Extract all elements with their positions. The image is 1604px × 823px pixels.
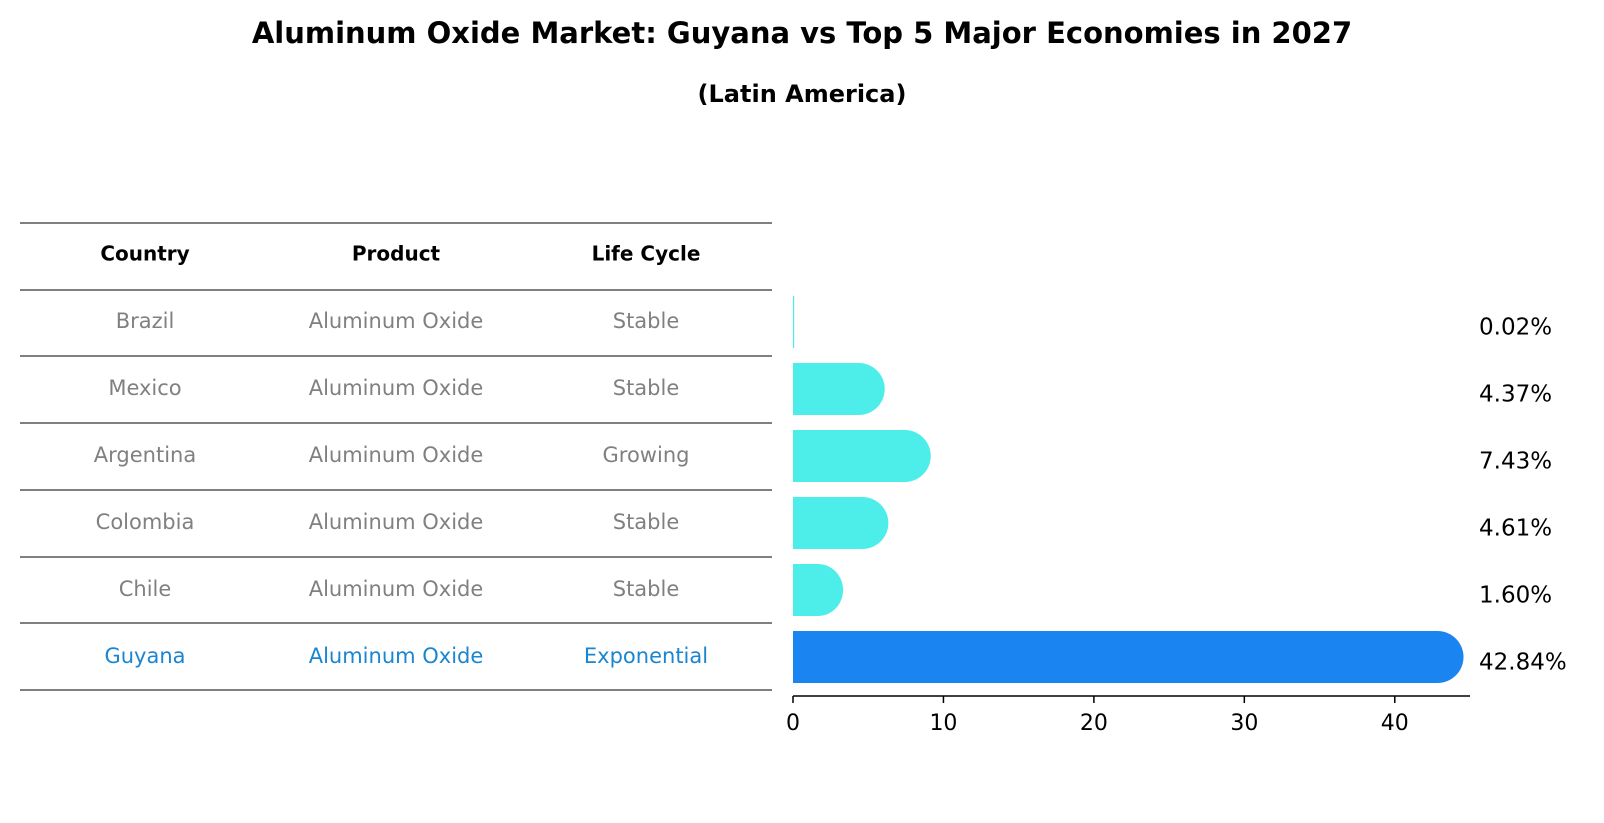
table-header-product: Product: [352, 242, 441, 266]
table-cell-country: Mexico: [108, 376, 181, 400]
chart-subtitle: (Latin America): [697, 80, 907, 108]
x-tick-label: 10: [929, 711, 957, 736]
bar-left-cap-colombia: [793, 497, 819, 549]
table-cell-life-cycle: Stable: [613, 376, 680, 400]
table-cell-country: Guyana: [104, 644, 185, 668]
x-tick-label: 0: [786, 711, 800, 736]
table-cell-country: Chile: [119, 577, 172, 601]
bar-left-cap-mexico: [793, 363, 819, 415]
table-cell-product: Aluminum Oxide: [309, 376, 484, 400]
table-cell-country: Colombia: [96, 510, 195, 534]
bar-argentina: [793, 430, 931, 482]
bar-left-cap-chile: [793, 564, 819, 616]
x-tick-label: 20: [1080, 711, 1108, 736]
table-header-life-cycle: Life Cycle: [592, 242, 701, 266]
bar-left-cap-argentina: [793, 430, 819, 482]
x-tick-label: 30: [1230, 711, 1258, 736]
table-cell-product: Aluminum Oxide: [309, 577, 484, 601]
table-cell-life-cycle: Stable: [613, 577, 680, 601]
bar-guyana: [793, 631, 1464, 683]
chart-title: Aluminum Oxide Market: Guyana vs Top 5 M…: [251, 16, 1353, 50]
table-cell-product: Aluminum Oxide: [309, 309, 484, 333]
value-label-argentina: 7.43%: [1479, 449, 1552, 475]
table-cell-life-cycle: Stable: [613, 510, 680, 534]
value-label-colombia: 4.61%: [1479, 516, 1552, 542]
bar-brazil: [793, 296, 795, 348]
table-cell-life-cycle: Growing: [603, 443, 690, 467]
value-label-guyana: 42.84%: [1479, 650, 1567, 676]
value-label-mexico: 4.37%: [1479, 382, 1552, 408]
bar-left-cap-guyana: [793, 631, 819, 683]
value-label-chile: 1.60%: [1479, 583, 1552, 609]
table-cell-product: Aluminum Oxide: [309, 443, 484, 467]
table-cell-country: Brazil: [116, 309, 175, 333]
table-cell-product: Aluminum Oxide: [309, 510, 484, 534]
table-cell-product: Aluminum Oxide: [309, 644, 484, 668]
table-cell-country: Argentina: [94, 443, 196, 467]
table-cell-life-cycle: Exponential: [584, 644, 708, 668]
value-label-brazil: 0.02%: [1479, 315, 1552, 341]
table-cell-life-cycle: Stable: [613, 309, 680, 333]
x-tick-label: 40: [1381, 711, 1409, 736]
table-header-country: Country: [100, 242, 189, 266]
